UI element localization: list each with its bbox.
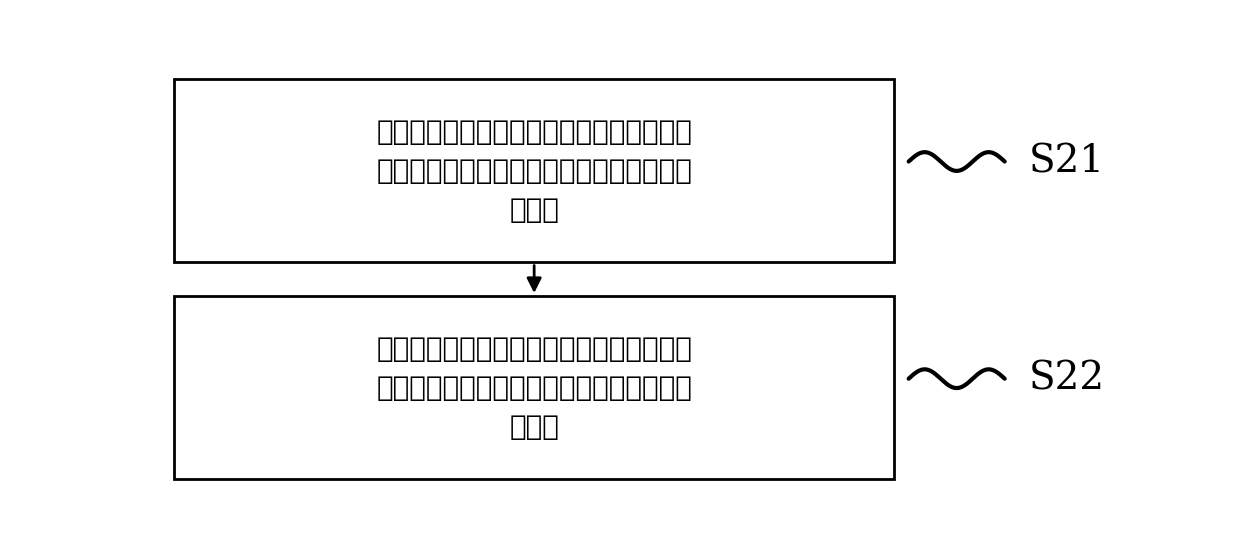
Bar bbox=[173, 79, 895, 262]
Text: S21: S21 bbox=[1028, 143, 1105, 180]
Text: 当分级驱动信号为开通分级驱动信号时，根
据开通分级驱动信号选取开通过程的分级驱
动电压: 当分级驱动信号为开通分级驱动信号时，根 据开通分级驱动信号选取开通过程的分级驱 … bbox=[377, 118, 693, 223]
Text: S22: S22 bbox=[1028, 360, 1105, 397]
Text: 当分级驱动信号为关断分级驱动信号时，根
据关断分级驱动信号选取关断过程的分级驱
动电压: 当分级驱动信号为关断分级驱动信号时，根 据关断分级驱动信号选取关断过程的分级驱 … bbox=[377, 335, 693, 441]
Bar bbox=[173, 296, 895, 479]
